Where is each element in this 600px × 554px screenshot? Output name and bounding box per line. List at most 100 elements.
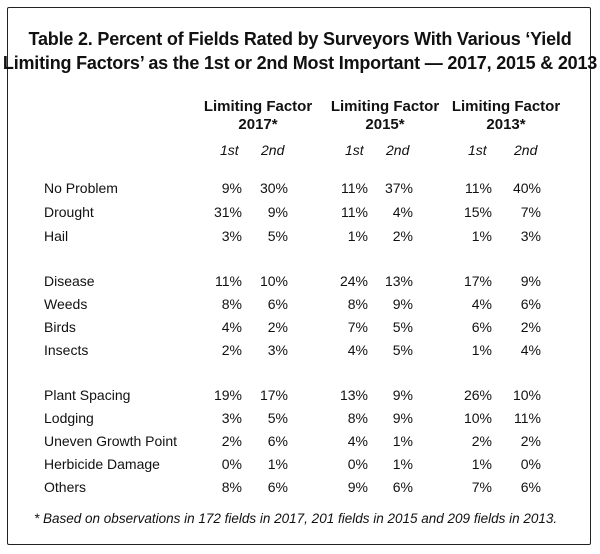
- column-group-year: 2017*: [238, 116, 278, 133]
- row-label: Birds: [44, 319, 76, 335]
- row-label: Insects: [44, 342, 89, 358]
- cell: 11%: [215, 273, 242, 289]
- cell: 1%: [347, 228, 368, 244]
- cell: 9%: [520, 273, 541, 289]
- cell: 5%: [267, 410, 288, 426]
- column-group-title: Limiting Factor: [330, 98, 440, 115]
- cell: 8%: [347, 410, 368, 426]
- cell: 6%: [520, 296, 541, 312]
- cell: 24%: [339, 273, 368, 289]
- cell: 4%: [347, 433, 368, 449]
- column-group-2015: Limiting Factor 2015*: [325, 98, 445, 134]
- cell: 4%: [347, 342, 368, 358]
- cell: 2%: [471, 433, 492, 449]
- subheader-1st-2017: 1st: [220, 142, 239, 158]
- cell: 37%: [384, 180, 413, 196]
- column-group-title: Limiting Factor: [451, 98, 561, 115]
- row-label: Others: [44, 479, 87, 495]
- cell: 9%: [392, 387, 413, 403]
- cell: 6%: [471, 319, 492, 335]
- cell: 9%: [392, 410, 413, 426]
- cell: 4%: [392, 204, 413, 220]
- cell: 6%: [267, 296, 288, 312]
- cell: 15%: [463, 204, 492, 220]
- cell: 1%: [471, 228, 492, 244]
- cell: 2%: [221, 433, 242, 449]
- column-group-year: 2013*: [486, 116, 526, 133]
- subheader-1st-2013: 1st: [468, 142, 487, 158]
- cell: 0%: [520, 456, 541, 472]
- cell: 4%: [520, 342, 541, 358]
- column-group-2013: Limiting Factor 2013*: [446, 98, 566, 134]
- cell: 2%: [267, 319, 288, 335]
- row-label: Disease: [44, 273, 95, 289]
- cell: 6%: [267, 433, 288, 449]
- cell: 2%: [520, 319, 541, 335]
- cell: 3%: [221, 228, 242, 244]
- row-label: Herbicide Damage: [44, 456, 160, 472]
- cell: 8%: [221, 479, 242, 495]
- cell: 1%: [471, 342, 492, 358]
- cell: 10%: [259, 273, 288, 289]
- cell: 7%: [347, 319, 368, 335]
- cell: 1%: [392, 456, 413, 472]
- cell: 5%: [392, 342, 413, 358]
- cell: 4%: [221, 319, 242, 335]
- cell: 11%: [514, 410, 541, 426]
- column-group-title: Limiting Factor: [203, 98, 313, 115]
- column-group-year: 2015*: [365, 116, 405, 133]
- cell: 13%: [339, 387, 368, 403]
- cell: 9%: [347, 479, 368, 495]
- cell: 8%: [347, 296, 368, 312]
- cell: 11%: [341, 180, 368, 196]
- table-title-line-2: Limiting Factors’ as the 1st or 2nd Most…: [2, 53, 598, 73]
- row-label: Drought: [44, 204, 94, 220]
- row-label: Lodging: [44, 410, 94, 426]
- column-group-2017: Limiting Factor 2017*: [198, 98, 318, 134]
- subheader-1st-2015: 1st: [345, 142, 364, 158]
- cell: 10%: [512, 387, 541, 403]
- cell: 5%: [267, 228, 288, 244]
- cell: 19%: [213, 387, 242, 403]
- subheader-2nd-2015: 2nd: [386, 142, 410, 158]
- cell: 40%: [512, 180, 541, 196]
- cell: 0%: [221, 456, 242, 472]
- cell: 6%: [392, 479, 413, 495]
- cell: 31%: [213, 204, 242, 220]
- row-label: Hail: [44, 228, 69, 244]
- cell: 8%: [221, 296, 242, 312]
- cell: 7%: [520, 204, 541, 220]
- cell: 5%: [392, 319, 413, 335]
- row-label: Weeds: [44, 296, 88, 312]
- cell: 3%: [221, 410, 242, 426]
- cell: 9%: [221, 180, 242, 196]
- cell: 9%: [267, 204, 288, 220]
- cell: 2%: [221, 342, 242, 358]
- cell: 1%: [471, 456, 492, 472]
- cell: 0%: [347, 456, 368, 472]
- cell: 2%: [520, 433, 541, 449]
- row-label: Plant Spacing: [44, 387, 131, 403]
- cell: 2%: [392, 228, 413, 244]
- subheader-2nd-2017: 2nd: [261, 142, 285, 158]
- cell: 4%: [471, 296, 492, 312]
- table-title-line-1: Table 2. Percent of Fields Rated by Surv…: [28, 29, 572, 49]
- cell: 3%: [520, 228, 541, 244]
- cell: 17%: [259, 387, 288, 403]
- cell: 10%: [463, 410, 492, 426]
- cell: 1%: [392, 433, 413, 449]
- cell: 3%: [267, 342, 288, 358]
- row-label: No Problem: [44, 180, 118, 196]
- cell: 6%: [520, 479, 541, 495]
- cell: 17%: [463, 273, 492, 289]
- cell: 13%: [384, 273, 413, 289]
- cell: 1%: [267, 456, 288, 472]
- cell: 9%: [392, 296, 413, 312]
- subheader-2nd-2013: 2nd: [514, 142, 538, 158]
- table-frame: [7, 7, 591, 545]
- cell: 26%: [463, 387, 492, 403]
- table-footnote: * Based on observations in 172 fields in…: [34, 511, 558, 526]
- cell: 11%: [341, 204, 368, 220]
- row-label: Uneven Growth Point: [44, 433, 178, 449]
- cell: 30%: [259, 180, 288, 196]
